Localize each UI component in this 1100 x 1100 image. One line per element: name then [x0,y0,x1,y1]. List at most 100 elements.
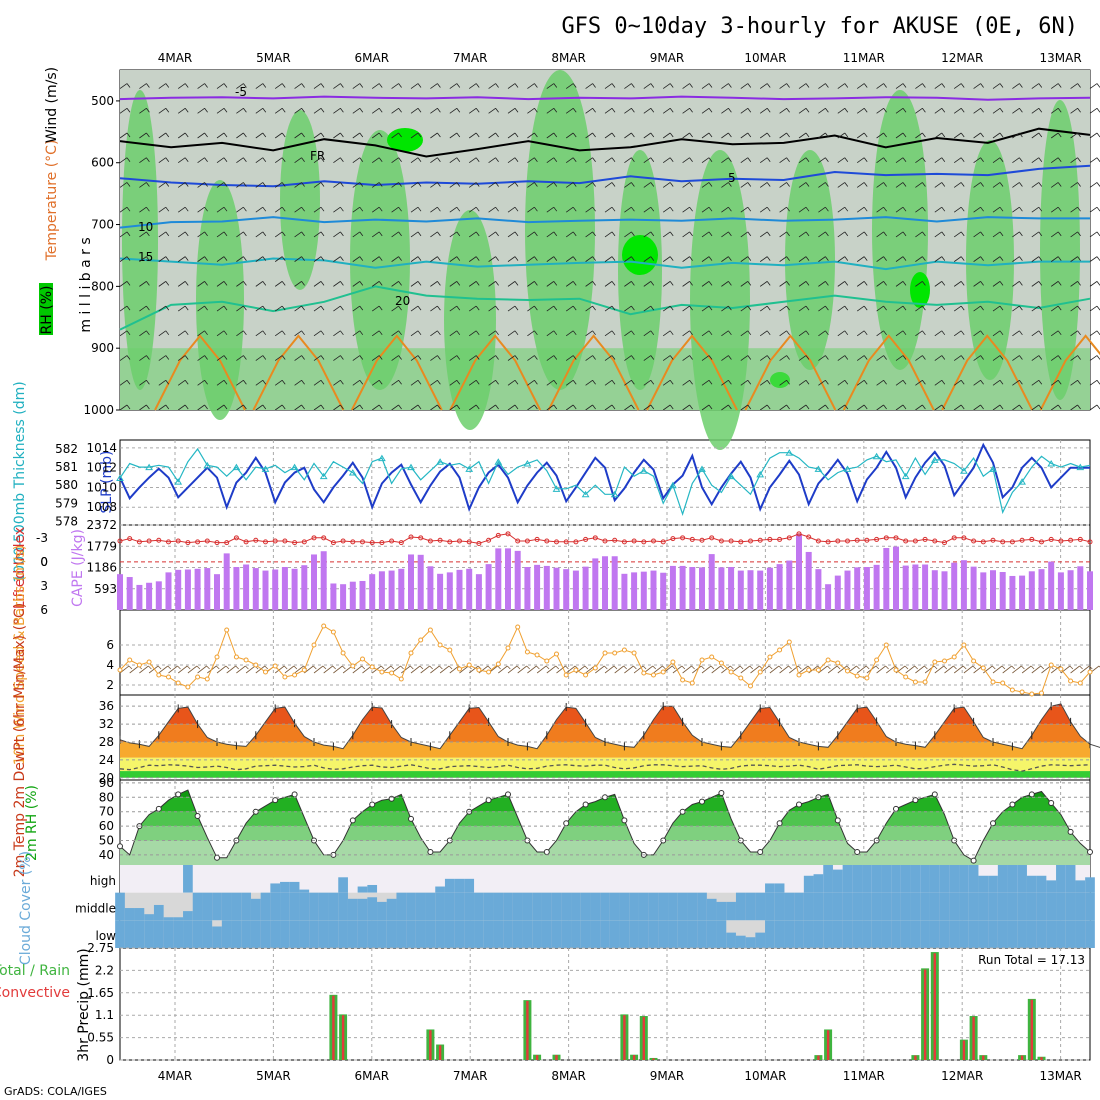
wind-barb [488,206,499,213]
wind-barb [391,404,402,411]
precip-tick-label: 1.1 [95,1008,114,1022]
wind-barb [352,83,364,89]
cloud-cell [1036,920,1047,948]
surface-wind-barb [905,665,918,674]
li-tick-label: 0 [40,555,48,569]
wind-barb [507,182,519,188]
wind-barb [759,206,771,213]
surface-wind-barb [187,665,201,674]
wind-barb [216,355,228,361]
cape-bar [485,564,492,610]
cape-bar [572,570,579,610]
thickness-point [960,467,968,474]
wind-barb [701,256,713,262]
wind-barb [488,182,499,188]
wind-barb [333,379,344,386]
cloud-cell [706,920,717,948]
lifted-index-point [447,539,453,545]
wind-barb [1012,281,1023,287]
cloud-cell [299,889,310,893]
wind-barb [604,256,616,262]
wind-barb [662,404,674,411]
surface-wind-barb [953,665,967,674]
thickness-point [348,469,357,476]
wind-speed-point [854,673,860,679]
wind-barb [1050,157,1062,164]
wind-barb [643,404,655,411]
wind-barb [837,355,849,361]
wind-barb [624,107,635,114]
surface-wind-barb [226,665,239,674]
wind-barb [585,256,596,262]
wind-barb [430,379,441,386]
cloud-cell [541,892,552,921]
wind-barb [468,83,480,89]
lifted-index-point [990,537,996,543]
wind-speed-point [660,669,666,675]
wind-barb [1050,330,1062,337]
wind-barb [915,330,926,337]
wind-barb [895,132,907,139]
wind-barb [391,83,402,89]
cloud-cell [377,901,387,921]
cloud-cell [619,892,630,921]
cloud-cell [183,865,193,893]
wind-barb [662,182,674,188]
wind-barb [449,231,461,238]
wind-speed-point [835,660,841,666]
wind-barb [333,157,344,164]
wind-speed-point [146,659,152,665]
wind-speed-point [1009,687,1015,693]
thickness-point [727,472,735,480]
cloud-cell [503,892,513,921]
wind-barb [992,182,1004,188]
wind-barb [876,157,887,164]
wind-barb [779,305,790,312]
cape-bar [602,556,608,610]
wind-barb [779,256,790,262]
wind-barb [740,157,752,164]
wind-barb [119,107,131,114]
wind-speed-point [738,675,744,681]
wind-barb [915,157,926,164]
wind-barb [507,330,519,337]
cloud-cell [1046,892,1057,921]
cloud-cell [871,865,882,893]
cape-bar [805,551,812,610]
rh-moist-area [525,70,595,390]
cloud-cell [163,920,174,948]
wind-barb [216,281,228,287]
cape-bar [505,548,511,610]
wind-barb [430,182,441,188]
boundary-layer-contour [941,334,1034,411]
lifted-index-point [515,538,521,544]
wind-barb [1070,355,1081,361]
wind-barb [798,404,810,411]
wind-barb [759,281,771,287]
wind-barb [798,281,810,287]
cape-bar [825,584,832,610]
cloud-cell [997,920,1008,948]
wind-speed-point [912,679,918,685]
wind-barb [468,355,480,361]
wind-barb [895,107,907,114]
lifted-index-point [1077,536,1083,542]
cape-bar [689,566,696,610]
cloud-cell [454,892,465,921]
lifted-index-point [1039,539,1044,545]
wind-barb [1012,182,1023,188]
wind-speed-point [544,658,550,664]
cloud-cell [1075,892,1086,921]
wind-barb [468,182,480,188]
wind-barb [565,355,577,361]
wind-barb [177,231,189,238]
wind-barb [798,379,810,386]
wind-barb [604,231,616,238]
precip-conv-bar [429,1030,432,1060]
wind-barb [197,107,208,114]
surface-wind-barb [507,665,521,674]
surface-wind-barb [158,665,172,674]
wind-barb [391,107,402,114]
wind-barb [934,379,946,386]
wind-barb [837,182,849,188]
